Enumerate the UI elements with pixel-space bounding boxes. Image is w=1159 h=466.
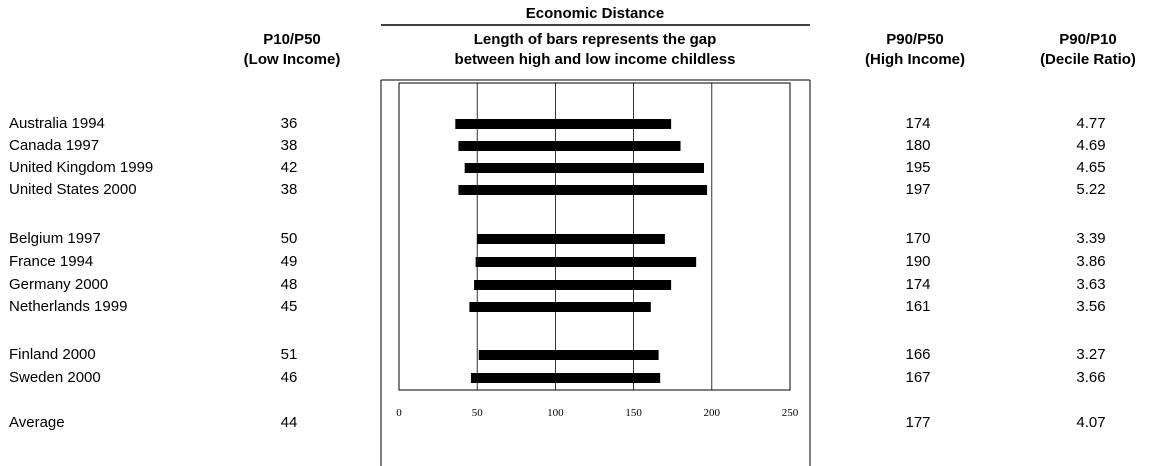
p90-value: 174: [905, 115, 931, 132]
country-label: Canada 1997: [9, 137, 100, 154]
range-bar: [477, 234, 665, 244]
p90-value: 180: [905, 137, 931, 154]
p10-value: 45: [280, 298, 298, 315]
country-label: Australia 1994: [9, 115, 105, 132]
chart-subtitle: Length of bars represents the gap betwee…: [380, 30, 810, 70]
range-bar: [474, 280, 672, 290]
x-tick-label: 200: [704, 407, 721, 419]
p90-value: 197: [905, 181, 931, 198]
p90-value: 167: [905, 369, 931, 386]
ratio-value: 4.65: [1076, 159, 1106, 176]
country-label: Sweden 2000: [9, 369, 101, 386]
x-tick-label: 50: [472, 407, 484, 419]
p90-value: 170: [905, 230, 931, 247]
ratio-header-line2: (Decile Ratio): [1040, 51, 1136, 68]
p10-value: 51: [280, 346, 298, 363]
range-bar: [470, 373, 661, 383]
p10-value: 38: [280, 137, 298, 154]
p90-header-line2: (High Income): [865, 51, 965, 68]
p10-value: 38: [280, 181, 298, 198]
country-label: United States 2000: [9, 181, 137, 198]
p10-value: 42: [280, 159, 298, 176]
chart-subtitle-line2: between high and low income childless: [454, 51, 736, 68]
p10-value: 44: [280, 414, 298, 431]
country-label: Netherlands 1999: [9, 298, 128, 315]
ratio-value: 4.77: [1076, 115, 1106, 132]
ratio-header-line1: P90/P10: [1059, 31, 1117, 48]
p90-value: 177: [905, 414, 931, 431]
ratio-value: 3.86: [1076, 253, 1106, 270]
p10-value: 46: [280, 369, 298, 386]
p10-value: 49: [280, 253, 298, 270]
ratio-header: P90/P10 (Decile Ratio): [1018, 30, 1158, 70]
p90-value: 166: [905, 346, 931, 363]
country-label: Finland 2000: [9, 346, 96, 363]
country-label: France 1994: [9, 253, 94, 270]
x-tick-label: 100: [547, 407, 564, 419]
range-bar: [469, 302, 651, 312]
ratio-value: 5.22: [1076, 181, 1106, 198]
p90-value: 161: [905, 298, 931, 315]
ratio-value: 4.69: [1076, 137, 1106, 154]
ratio-value: 3.39: [1076, 230, 1106, 247]
ratio-value: 3.56: [1076, 298, 1106, 315]
range-bar: [478, 350, 659, 360]
p90-header: P90/P50 (High Income): [845, 30, 985, 70]
p10-header-line2: (Low Income): [243, 51, 341, 68]
ratio-value: 3.27: [1076, 346, 1106, 363]
range-bar: [458, 141, 681, 151]
country-label: Average: [9, 414, 65, 431]
ratio-value: 4.07: [1076, 414, 1106, 431]
x-tick-label: 150: [625, 407, 642, 419]
range-bar: [475, 257, 697, 267]
range-bar: [464, 163, 704, 173]
p10-value: 48: [280, 276, 298, 293]
country-label: Germany 2000: [9, 276, 109, 293]
x-tick-label: 0: [396, 407, 402, 419]
p10-value: 36: [280, 115, 298, 132]
range-bar: [455, 119, 672, 129]
p10-header: P10/P50 (Low Income): [222, 30, 362, 70]
p90-header-line1: P90/P50: [886, 31, 944, 48]
p10-value: 50: [280, 230, 298, 247]
p10-header-line1: P10/P50: [263, 31, 321, 48]
p90-value: 190: [905, 253, 931, 270]
plot-area-frame: [398, 82, 791, 391]
p90-value: 195: [905, 159, 931, 176]
x-tick-label: 250: [782, 407, 799, 419]
country-label: United Kingdom 1999: [9, 159, 154, 176]
ratio-value: 3.63: [1076, 276, 1106, 293]
chart-subtitle-line1: Length of bars represents the gap: [473, 31, 717, 48]
range-bar: [458, 185, 708, 195]
chart-title: Economic Distance: [380, 4, 810, 24]
country-label: Belgium 1997: [9, 230, 101, 247]
ratio-value: 3.66: [1076, 369, 1106, 386]
p90-value: 174: [905, 276, 931, 293]
chart-title-text: Economic Distance: [525, 5, 665, 22]
